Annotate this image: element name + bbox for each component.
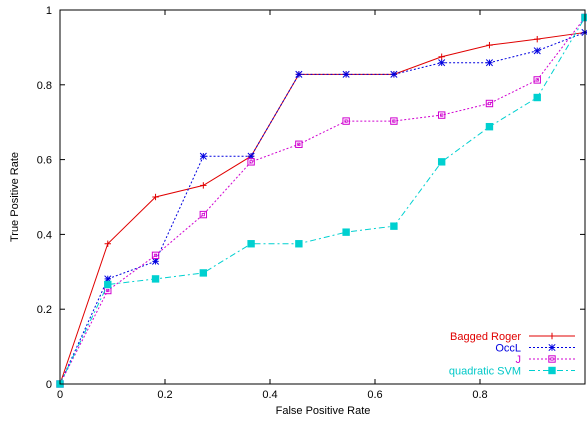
y-tick-label: 0.8 [37, 80, 52, 92]
legend-marker [548, 343, 556, 352]
x-tick-label: 0.6 [367, 389, 382, 401]
data-point [295, 240, 303, 248]
data-point [342, 228, 350, 236]
x-tick-label: 0 [57, 389, 63, 401]
data-point [485, 122, 494, 131]
data-point [104, 240, 111, 247]
data-point [247, 240, 255, 248]
data-point [533, 76, 541, 84]
series-line [59, 17, 586, 385]
x-tick-label: 0.8 [472, 389, 487, 401]
data-point [151, 251, 160, 260]
y-tick-label: 0.6 [37, 155, 52, 167]
y-tick-label: 0.2 [37, 304, 52, 316]
data-point [151, 275, 160, 283]
data-point [438, 59, 446, 67]
data-point [485, 99, 494, 108]
data-point [533, 93, 541, 102]
data-point [486, 41, 493, 49]
data-point [438, 53, 445, 60]
data-point [295, 70, 303, 78]
legend-marker [548, 366, 556, 375]
data-point [200, 182, 207, 189]
data-point [437, 158, 446, 166]
data-point [247, 158, 255, 166]
data-point [199, 210, 208, 219]
data-point [581, 13, 587, 22]
data-point [342, 70, 350, 78]
data-point [437, 111, 446, 119]
y-tick-label: 1 [46, 5, 52, 17]
data-point [104, 280, 112, 289]
legend-label: quadratic SVM [449, 366, 521, 378]
legend-marker [548, 332, 556, 340]
data-point [534, 35, 541, 43]
x-axis-label: False Positive Rate [276, 405, 371, 417]
axes-layer: 0 0.2 0.4 0.6 0.8 0 0.2 0.4 0.6 0.8 1 [37, 5, 586, 401]
data-point [390, 70, 398, 78]
legend-label: OccL [495, 343, 521, 355]
data-point [199, 269, 208, 277]
legend-label: Bagged Roger [450, 331, 521, 343]
series-line [59, 17, 586, 385]
data-point [533, 47, 541, 55]
plot-frame [59, 9, 586, 385]
data-point [390, 117, 398, 125]
x-tick-label: 0.2 [157, 389, 172, 401]
y-axis-label: True Positive Rate [9, 152, 21, 242]
legend-label: J [516, 354, 522, 366]
plot-layer [56, 13, 587, 388]
data-point [295, 140, 303, 148]
data-point [581, 28, 587, 36]
x-tick-label: 0.4 [262, 389, 277, 401]
data-point [151, 257, 160, 265]
series-line [59, 31, 586, 385]
data-point [485, 59, 494, 67]
data-point [342, 117, 350, 125]
y-tick-label: 0 [46, 379, 52, 391]
series-quadratic-svm [56, 13, 587, 388]
data-point [390, 222, 398, 230]
data-point [199, 152, 207, 160]
y-tick-label: 0.4 [37, 229, 52, 241]
data-point [152, 193, 159, 201]
legend-marker [548, 355, 556, 363]
